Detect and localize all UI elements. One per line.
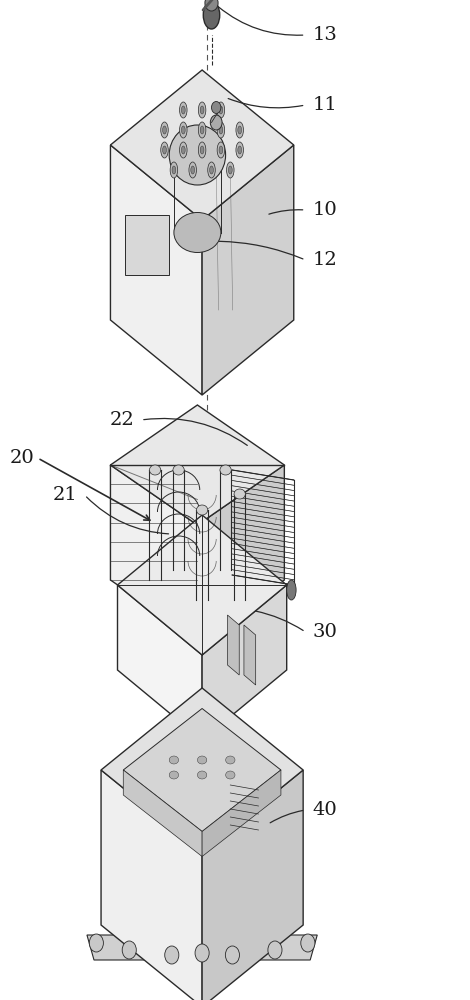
- Circle shape: [227, 162, 234, 178]
- Ellipse shape: [211, 115, 222, 130]
- Polygon shape: [110, 145, 202, 395]
- Polygon shape: [202, 585, 287, 740]
- Circle shape: [181, 146, 185, 154]
- Polygon shape: [202, 770, 303, 1000]
- Ellipse shape: [212, 102, 221, 113]
- Circle shape: [238, 146, 242, 154]
- Polygon shape: [197, 465, 284, 640]
- Circle shape: [219, 146, 223, 154]
- Polygon shape: [110, 70, 294, 220]
- Circle shape: [287, 580, 296, 600]
- Ellipse shape: [226, 756, 235, 764]
- Ellipse shape: [268, 941, 282, 959]
- Ellipse shape: [301, 934, 315, 952]
- Circle shape: [181, 126, 185, 134]
- Ellipse shape: [197, 756, 207, 764]
- Circle shape: [217, 102, 225, 118]
- Circle shape: [236, 122, 243, 138]
- Text: 12: 12: [313, 251, 337, 269]
- Polygon shape: [87, 935, 317, 960]
- Circle shape: [161, 122, 168, 138]
- Circle shape: [228, 166, 232, 174]
- Polygon shape: [118, 585, 202, 740]
- Circle shape: [180, 122, 187, 138]
- Ellipse shape: [89, 934, 103, 952]
- Ellipse shape: [196, 505, 208, 515]
- Circle shape: [191, 166, 195, 174]
- Polygon shape: [123, 770, 202, 856]
- Ellipse shape: [226, 771, 235, 779]
- Circle shape: [170, 162, 178, 178]
- Circle shape: [219, 126, 223, 134]
- Ellipse shape: [226, 946, 240, 964]
- Polygon shape: [110, 465, 197, 640]
- Text: 30: 30: [313, 623, 337, 641]
- Polygon shape: [227, 615, 239, 675]
- Circle shape: [198, 142, 206, 158]
- Ellipse shape: [169, 125, 226, 185]
- Circle shape: [217, 122, 225, 138]
- Ellipse shape: [169, 756, 179, 764]
- Text: 13: 13: [313, 26, 337, 44]
- Ellipse shape: [169, 771, 179, 779]
- Ellipse shape: [164, 946, 179, 964]
- Text: 40: 40: [313, 801, 337, 819]
- Polygon shape: [110, 405, 284, 525]
- Circle shape: [161, 142, 168, 158]
- Ellipse shape: [220, 465, 231, 475]
- Circle shape: [217, 142, 225, 158]
- Circle shape: [172, 166, 176, 174]
- Text: 11: 11: [313, 96, 337, 114]
- Polygon shape: [202, 770, 281, 856]
- Circle shape: [189, 162, 196, 178]
- Polygon shape: [118, 515, 287, 655]
- Ellipse shape: [205, 0, 218, 11]
- Ellipse shape: [203, 1, 220, 29]
- Circle shape: [163, 146, 166, 154]
- Circle shape: [200, 106, 204, 114]
- Circle shape: [200, 126, 204, 134]
- Ellipse shape: [195, 944, 209, 962]
- Text: 22: 22: [109, 411, 134, 429]
- Polygon shape: [101, 770, 202, 1000]
- Circle shape: [180, 102, 187, 118]
- Circle shape: [236, 142, 243, 158]
- Circle shape: [181, 106, 185, 114]
- Ellipse shape: [174, 213, 221, 252]
- Polygon shape: [202, 145, 294, 395]
- Text: 20: 20: [9, 449, 34, 467]
- Circle shape: [163, 126, 166, 134]
- Polygon shape: [101, 688, 303, 852]
- Circle shape: [238, 126, 242, 134]
- Text: 10: 10: [313, 201, 337, 219]
- Circle shape: [208, 162, 215, 178]
- Ellipse shape: [173, 465, 184, 475]
- Circle shape: [180, 142, 187, 158]
- Ellipse shape: [197, 771, 207, 779]
- Ellipse shape: [149, 465, 161, 475]
- Circle shape: [219, 106, 223, 114]
- Circle shape: [198, 122, 206, 138]
- Ellipse shape: [122, 941, 136, 959]
- Text: 21: 21: [53, 486, 78, 504]
- Circle shape: [198, 102, 206, 118]
- Polygon shape: [244, 625, 256, 685]
- Ellipse shape: [234, 489, 245, 499]
- Polygon shape: [123, 708, 281, 832]
- Circle shape: [200, 146, 204, 154]
- Circle shape: [210, 166, 213, 174]
- Polygon shape: [125, 215, 169, 275]
